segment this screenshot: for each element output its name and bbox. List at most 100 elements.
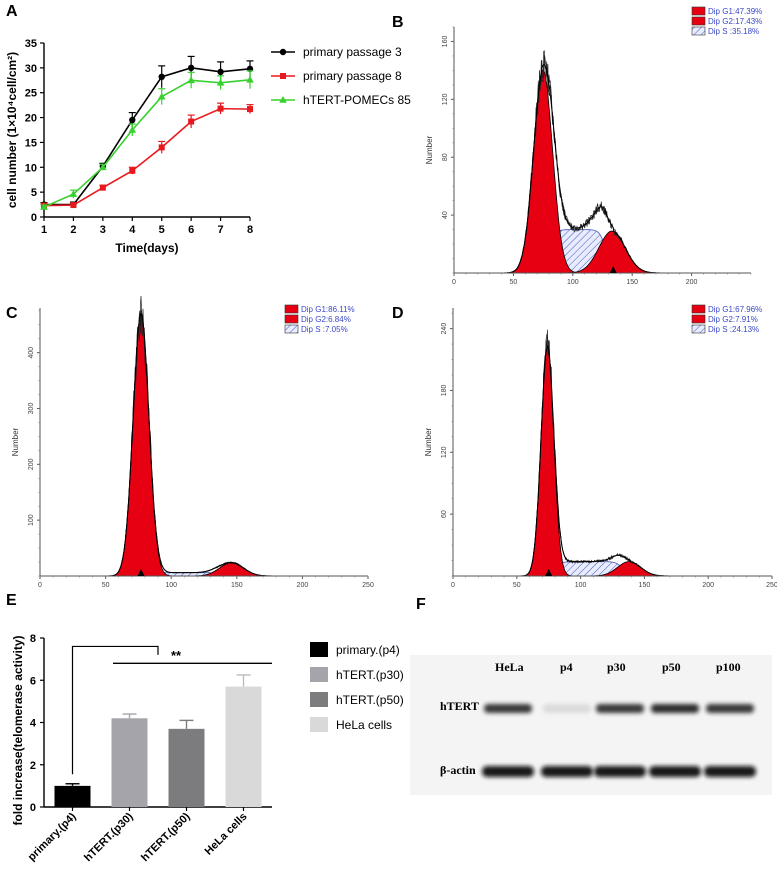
x-tick-label: primary.(p4) [26, 810, 79, 863]
legend-label: Dip G2:7.91% [708, 315, 758, 324]
x-tick-label: HeLa cells [203, 811, 250, 858]
x-tick-label: 6 [188, 224, 194, 236]
data-point [187, 76, 195, 84]
legend-label: hTERT.(p50) [336, 693, 404, 707]
bar [111, 718, 148, 807]
htert-band [543, 704, 591, 713]
data-point [187, 64, 195, 72]
data-point [40, 203, 48, 210]
gate-marker [137, 569, 145, 576]
x-tick-label: 8 [247, 224, 253, 236]
x-tick-label: 3 [100, 224, 106, 236]
x-tick-label: 4 [129, 224, 136, 236]
y-axis-label: Number [424, 427, 433, 456]
y-tick-label: 2 [30, 760, 36, 772]
legend-label: primary passage 8 [303, 69, 402, 83]
legend-label: primary passage 3 [303, 45, 402, 59]
x-tick-label: 0 [451, 582, 455, 589]
actin-band [594, 766, 646, 777]
data-point [69, 190, 78, 197]
y-tick-label: 25 [25, 88, 37, 100]
y-tick-label: 100 [28, 514, 35, 526]
legend-label: HeLa cells [336, 718, 392, 732]
blot-lane-p100: p100 [716, 660, 741, 674]
blot-lane-p50: p50 [662, 660, 681, 674]
x-tick-label: hTERT.(p30) [82, 810, 136, 864]
data-point [99, 184, 106, 191]
legend-swatch [310, 642, 328, 657]
legend-label: Dip G2:17.43% [708, 17, 762, 26]
legend-swatch [310, 667, 328, 682]
legend-swatch [310, 717, 328, 732]
panel-label-b: B [392, 14, 404, 31]
y-tick-label: 6 [30, 675, 36, 687]
gate-marker [609, 266, 617, 273]
y-tick-label: 35 [25, 38, 37, 50]
legend-label: primary.(p4) [336, 643, 400, 657]
legend-label: hTERT.(p30) [336, 668, 404, 682]
blot-row-actin: β-actin [440, 763, 476, 777]
y-tick-label: 10 [25, 162, 37, 174]
bar [225, 686, 262, 807]
legend-swatch [310, 692, 328, 707]
y-tick-label: 0 [30, 802, 36, 814]
data-point [216, 78, 225, 86]
blot-row-htert: hTERT [440, 699, 479, 713]
panel-label-d: D [392, 305, 404, 322]
western-blot [410, 655, 772, 795]
series-line [43, 107, 251, 207]
significance-marker: ** [171, 648, 182, 663]
htert-band [651, 704, 699, 713]
y-tick-label: 160 [442, 36, 449, 48]
legend-swatch [691, 26, 706, 36]
x-tick-label: 0 [38, 582, 42, 589]
legend-swatch [691, 314, 706, 324]
y-tick-label: 8 [30, 633, 36, 645]
panel-label-f: F [416, 596, 426, 613]
panel-label-e: E [6, 592, 17, 609]
y-tick-label: 60 [441, 510, 448, 518]
bar [54, 785, 91, 807]
y-tick-label: 4 [30, 718, 37, 730]
legend-swatch [691, 324, 706, 334]
legend-swatch [284, 314, 299, 324]
y-tick-label: 200 [28, 458, 35, 470]
htert-band [706, 704, 754, 713]
x-tick-label: 150 [639, 582, 651, 589]
data-point [129, 167, 136, 174]
y-tick-label: 240 [441, 323, 448, 335]
y-tick-label: 180 [441, 385, 448, 397]
y-tick-label: 30 [25, 63, 37, 75]
y-tick-label: 400 [28, 347, 35, 359]
y-axis-label: Number [425, 135, 434, 164]
x-tick-label: 7 [218, 224, 224, 236]
panel-label-a: A [6, 3, 18, 20]
x-tick-label: 2 [70, 224, 76, 236]
legend-label: Dip G1:67.96% [708, 305, 762, 314]
actin-band [704, 766, 756, 777]
blot-lane-p30: p30 [607, 660, 626, 674]
y-tick-label: 0 [31, 212, 37, 224]
x-tick-label: 50 [510, 279, 518, 286]
actin-band [482, 766, 534, 777]
data-point [188, 118, 195, 125]
y-axis-label: fold increase(telomerase activity) [11, 635, 25, 825]
htert-band [484, 704, 532, 713]
x-tick-label: hTERT.(p50) [139, 810, 193, 864]
data-point [157, 92, 166, 100]
legend-marker [279, 48, 287, 56]
bar [168, 728, 205, 807]
data-point [158, 73, 165, 81]
y-tick-label: 20 [25, 113, 37, 125]
western-blot-bands [482, 704, 756, 777]
y-tick-label: 40 [442, 211, 449, 219]
x-tick-label: 250 [362, 582, 374, 589]
y-axis-label: Number [11, 427, 20, 456]
actin-band [649, 766, 701, 777]
y-tick-label: 80 [442, 153, 449, 161]
x-tick-label: 200 [686, 279, 698, 286]
